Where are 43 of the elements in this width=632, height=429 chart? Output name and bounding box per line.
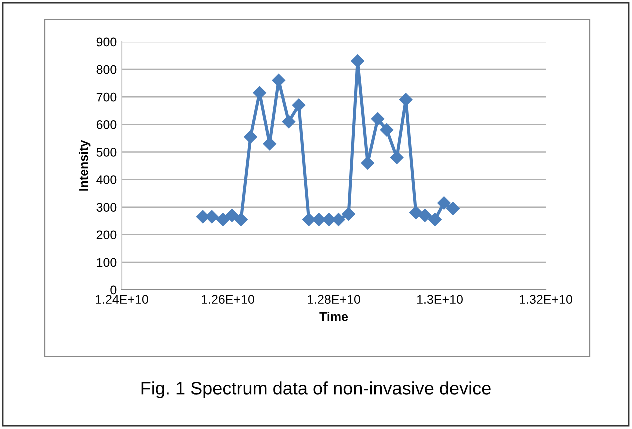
point (244, 130, 258, 144)
point (206, 210, 219, 224)
y-tick-label: 800 (96, 65, 117, 74)
y-tick-label: 900 (96, 38, 117, 47)
y-tick-label: 100 (97, 258, 117, 268)
point (390, 151, 404, 164)
x-tick-label: 1.24E+10 (96, 295, 148, 304)
caption: Fig. 1 Spectrum data of non-invasive device (142, 382, 491, 398)
point (380, 124, 394, 137)
x-tick-label: 1.26E+10 (202, 295, 254, 304)
x-tick-label: 1.28E+10 (308, 295, 360, 304)
y-tick-label: 400 (96, 176, 117, 184)
y-tick-label: 300 (96, 203, 117, 212)
point (438, 196, 451, 210)
point (351, 54, 364, 68)
point (371, 112, 385, 126)
point (263, 137, 276, 151)
point (272, 74, 286, 88)
point (446, 202, 460, 216)
point (332, 213, 346, 226)
y-tick-label: 0 (110, 286, 117, 295)
point (234, 213, 248, 226)
point (428, 213, 442, 226)
x-tick-label: 1.32E+10 (520, 295, 572, 304)
y-tick-label: 500 (96, 148, 117, 157)
y-tick-label: 200 (96, 230, 117, 240)
x-tick-label: 1.3E+10 (417, 295, 463, 304)
y-tick-label: 700 (96, 92, 117, 102)
point (312, 213, 326, 226)
point (226, 209, 239, 222)
point (322, 213, 336, 226)
y-tick-label: 600 (96, 120, 117, 130)
point (342, 208, 356, 221)
point (361, 156, 375, 170)
point (410, 206, 423, 220)
x-axis-title: Time (320, 312, 348, 322)
point (282, 115, 296, 128)
y-axis-title: Intensity (79, 140, 91, 191)
point (418, 209, 432, 222)
point (216, 213, 230, 226)
point (292, 98, 306, 112)
point (399, 93, 413, 106)
point (302, 213, 316, 226)
